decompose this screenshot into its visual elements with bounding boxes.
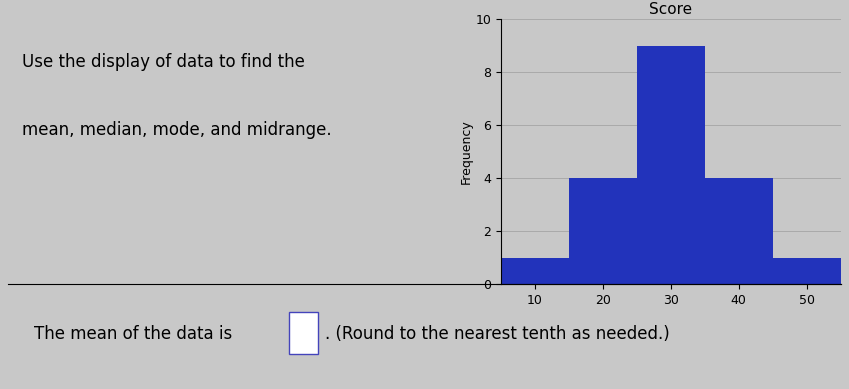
Title: Score: Score (649, 2, 692, 17)
FancyBboxPatch shape (289, 312, 318, 354)
Bar (773, 258, 841, 284)
Text: The mean of the data is: The mean of the data is (34, 325, 233, 343)
Text: mean, median, mode, and midrange.: mean, median, mode, and midrange. (22, 121, 332, 138)
Text: Use the display of data to find the: Use the display of data to find the (22, 53, 306, 70)
Text: . (Round to the nearest tenth as needed.): . (Round to the nearest tenth as needed.… (325, 325, 670, 343)
Y-axis label: Frequency: Frequency (459, 119, 473, 184)
Bar (705, 178, 773, 284)
Bar (569, 178, 637, 284)
Bar (637, 46, 705, 284)
Bar (501, 258, 569, 284)
